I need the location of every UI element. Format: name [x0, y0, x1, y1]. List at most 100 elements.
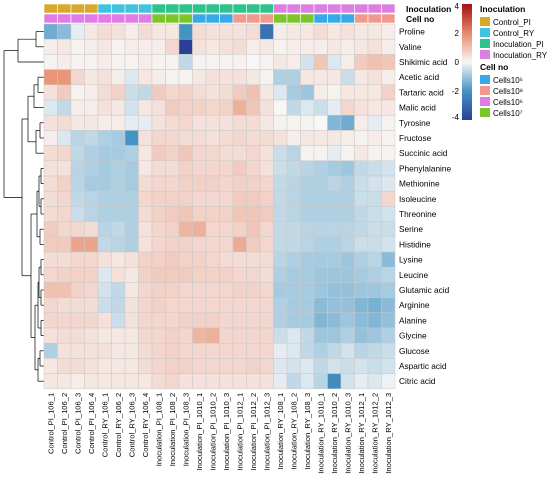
heatmap-cell — [246, 69, 261, 86]
heatmap-cell — [97, 312, 112, 329]
heatmap-cell — [327, 69, 342, 86]
heatmap-cell — [192, 251, 207, 268]
heatmap-cell — [57, 99, 72, 116]
legend-item-label: Cells10⁷ — [493, 109, 523, 118]
heatmap-cell — [300, 327, 315, 344]
heatmap-cell — [327, 266, 342, 283]
heatmap-cell — [57, 160, 72, 177]
heatmap-cell — [219, 282, 234, 298]
heatmap-cell — [259, 206, 274, 222]
heatmap-cell — [138, 175, 153, 192]
heatmap-cell — [43, 327, 58, 344]
inoculation-track-cell — [111, 3, 126, 14]
legend-swatch — [480, 86, 490, 95]
heatmap-cell — [165, 99, 180, 116]
column-label: Inoculation_RY_108_1 — [276, 393, 285, 470]
heatmap-cell — [219, 54, 234, 70]
heatmap-cell — [300, 342, 315, 359]
legend-item-label: Control_PI — [493, 18, 531, 27]
heatmap-cell — [43, 38, 58, 55]
heatmap-cell — [367, 145, 382, 162]
legend-swatch — [480, 28, 490, 37]
inoculation-track-cell — [340, 3, 355, 14]
heatmap-cell — [165, 130, 180, 146]
heatmap-cell — [381, 190, 396, 207]
heatmap-cell — [327, 342, 342, 359]
cellno-track-cell — [43, 13, 58, 24]
heatmap-cell — [340, 312, 355, 329]
heatmap-cell — [259, 266, 274, 283]
row-label: Citric acid — [399, 376, 436, 386]
heatmap-cell — [340, 175, 355, 192]
heatmap-cell — [327, 297, 342, 314]
heatmap-cell — [70, 130, 85, 146]
inoculation-track-cell — [381, 3, 396, 14]
heatmap-cell — [313, 175, 328, 192]
heatmap-cell — [97, 23, 112, 40]
column-label: Control_RY_106_3 — [128, 393, 137, 457]
heatmap-cell — [286, 206, 301, 222]
heatmap-cell — [57, 190, 72, 207]
heatmap-cell — [313, 282, 328, 298]
legend-swatch — [480, 75, 490, 84]
heatmap-cell — [286, 114, 301, 131]
heatmap-cell — [84, 221, 99, 238]
heatmap-cell — [192, 160, 207, 177]
column-label: Inoculation_RY_1012_1 — [357, 393, 366, 474]
heatmap-cell — [205, 54, 220, 70]
heatmap-cell — [151, 342, 166, 359]
heatmap-cell — [300, 84, 315, 101]
heatmap-cell — [165, 327, 180, 344]
heatmap-cell — [70, 175, 85, 192]
heatmap-cell — [165, 145, 180, 162]
heatmap-cell — [192, 23, 207, 40]
heatmap-cell — [367, 38, 382, 55]
heatmap-cell — [151, 221, 166, 238]
heatmap-cell — [205, 99, 220, 116]
heatmap-cell — [57, 373, 72, 390]
heatmap-cell — [97, 206, 112, 222]
heatmap-cell — [273, 266, 288, 283]
heatmap-cell — [43, 175, 58, 192]
heatmap-cell — [259, 23, 274, 40]
heatmap-cell — [70, 190, 85, 207]
heatmap-cell — [178, 84, 193, 101]
heatmap-cell — [43, 282, 58, 298]
heatmap-cell — [84, 160, 99, 177]
heatmap-cell — [219, 38, 234, 55]
heatmap-cell — [111, 38, 126, 55]
heatmap-cell — [286, 84, 301, 101]
heatmap-cell — [97, 130, 112, 146]
heatmap-cell — [97, 69, 112, 86]
heatmap-cell — [192, 236, 207, 253]
heatmap-cell — [286, 190, 301, 207]
heatmap-cells — [43, 23, 396, 390]
cellno-track-cell — [178, 13, 193, 24]
heatmap-cell — [165, 190, 180, 207]
heatmap-cell — [84, 251, 99, 268]
heatmap-cell — [367, 23, 382, 40]
heatmap-cell — [124, 327, 139, 344]
heatmap-cell — [151, 99, 166, 116]
heatmap-cell — [97, 358, 112, 374]
heatmap-cell — [97, 236, 112, 253]
heatmap-cell — [111, 236, 126, 253]
heatmap-cell — [84, 190, 99, 207]
heatmap-cell — [273, 342, 288, 359]
heatmap-cell — [70, 221, 85, 238]
heatmap-cell — [84, 206, 99, 222]
inoculation-track-cell — [97, 3, 112, 14]
heatmap-cell — [367, 251, 382, 268]
heatmap-cell — [57, 175, 72, 192]
heatmap-cell — [246, 114, 261, 131]
heatmap-cell — [259, 114, 274, 131]
heatmap-cell — [246, 236, 261, 253]
heatmap-cell — [97, 282, 112, 298]
heatmap-cell — [124, 130, 139, 146]
heatmap-cell — [70, 297, 85, 314]
heatmap-cell — [313, 373, 328, 390]
heatmap-cell — [70, 358, 85, 374]
heatmap-cell — [111, 190, 126, 207]
row-label: Succinic acid — [399, 148, 448, 158]
heatmap-cell — [354, 312, 369, 329]
